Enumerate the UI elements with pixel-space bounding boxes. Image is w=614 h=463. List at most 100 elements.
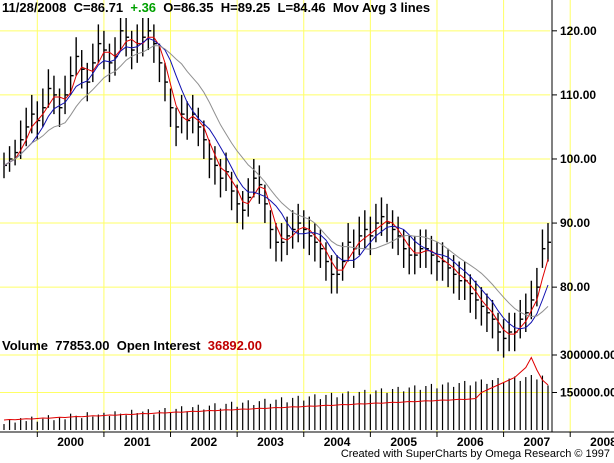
ohlc-bar [264, 184, 268, 224]
ohlc-bar [275, 223, 279, 262]
ohlc-bar [119, 18, 124, 51]
close-value: 86.71 [90, 0, 124, 15]
credit-text: Created with SuperCharts by Omega Resear… [340, 448, 610, 460]
ohlc-bar [230, 171, 235, 211]
ohlc-bar [341, 242, 346, 281]
x-tick-label: 2002 [190, 435, 217, 449]
ohlc-bar [397, 216, 402, 256]
ohlc-bar [103, 30, 107, 70]
high-value: 89.25 [237, 0, 271, 15]
ohlc-bar [208, 139, 213, 179]
ohlc-bar [42, 88, 46, 127]
ohlc-bar [419, 229, 424, 268]
ma-slow-line [3, 45, 549, 318]
close-label: C= [73, 0, 91, 15]
ohlc-bar [480, 287, 485, 326]
x-tick-label: 2005 [390, 435, 417, 449]
ohlc-bar [525, 293, 529, 332]
ohlc-bar [53, 75, 57, 115]
y-tick-label-volume: 150000.00 [560, 386, 614, 400]
ohlc-bar [180, 94, 185, 134]
x-tick-label: 2007 [524, 435, 551, 449]
open-interest-polyline [3, 356, 549, 421]
x-tick-label: 2004 [324, 435, 351, 449]
low-label: L= [277, 0, 294, 15]
low-value: 84.46 [293, 0, 326, 15]
volume-bars [3, 375, 549, 430]
ohlc-bar [486, 293, 490, 332]
ohlc-bar [469, 274, 474, 313]
ohlc-bar [297, 203, 302, 243]
ohlc-bar [308, 216, 313, 256]
high-label: H= [220, 0, 238, 15]
open-interest-line [3, 356, 549, 421]
ohlc-bar [364, 210, 368, 249]
ohlc-bar [92, 43, 96, 83]
ohlc-bar [142, 18, 146, 57]
ohlc-bar [314, 223, 318, 262]
x-tick-label: 2006 [457, 435, 484, 449]
ohlc-bar [241, 191, 246, 230]
volume-header: Volume 77853.00 Open Interest 36892.00 [2, 338, 262, 353]
price-bars [3, 18, 551, 358]
ohlc-bar [436, 242, 440, 281]
ohlc-bar [75, 37, 80, 76]
ohlc-bar [164, 62, 168, 102]
x-tick-label: 2001 [124, 435, 151, 449]
ohlc-bar [386, 203, 391, 243]
ohlc-bar [519, 299, 524, 339]
ohlc-bar [319, 229, 324, 268]
ohlc-bar [197, 107, 202, 147]
open-interest-label: Open Interest [116, 338, 201, 353]
ohlc-bar [130, 30, 135, 70]
y-tick-label-volume: 300000.00 [560, 348, 614, 362]
ohlc-bar [458, 261, 463, 300]
open-value: 86.35 [180, 0, 214, 15]
ohlc-bar [508, 312, 513, 352]
x-tick-label: 2000 [57, 435, 84, 449]
ohlc-bar [325, 242, 329, 281]
ohlc-bar [125, 18, 130, 57]
ohlc-bar [380, 197, 385, 236]
ohlc-bar [247, 178, 252, 217]
ohlc-bar [97, 24, 102, 63]
ohlc-bar [19, 120, 24, 159]
y-tick-label: 80.00 [560, 280, 590, 294]
ohlc-bar [58, 88, 63, 127]
x-tick-label: 2008 [590, 435, 614, 449]
ohlc-bar [158, 43, 163, 83]
ohlc-bar [153, 24, 157, 63]
ohlc-bar [258, 165, 263, 204]
volume-value: 77853.00 [55, 338, 110, 353]
ohlc-bar [280, 223, 285, 262]
ohlc-bar [369, 216, 374, 256]
moving-averages [3, 36, 549, 335]
quote-header: 11/28/2008 C=86.71 +.36 O=86.35 H=89.25 … [2, 0, 430, 15]
x-tick-label: 2003 [257, 435, 284, 449]
grid [0, 0, 571, 432]
ohlc-bar [502, 319, 507, 358]
ohlc-bar [219, 158, 224, 198]
x-tick-labels: 2000 2001 2002 2003 2004 2005 2006 2007 2008 [36, 432, 614, 449]
quote-date: 11/28/2008 [2, 0, 67, 15]
ohlc-bar [169, 88, 174, 127]
ohlc-bar [547, 223, 551, 262]
ohlc-bar [530, 280, 535, 320]
y-tick-label: 110.00 [560, 88, 596, 102]
ma-fast-line [3, 36, 549, 335]
open-label: O= [163, 0, 181, 15]
ohlc-bar [69, 56, 74, 95]
ohlc-bar [491, 299, 496, 339]
ma-mid-line [3, 37, 549, 330]
ohlc-bar [291, 210, 296, 249]
ohlc-bar [236, 184, 241, 224]
ohlc-bar [175, 107, 180, 147]
ohlc-bar [336, 255, 341, 294]
study-name: Mov Avg 3 lines [332, 0, 431, 15]
ohlc-bar [147, 18, 152, 51]
ohlc-bar [47, 69, 52, 108]
open-interest-value: 36892.00 [207, 338, 262, 353]
y-tick-label: 90.00 [560, 216, 590, 230]
